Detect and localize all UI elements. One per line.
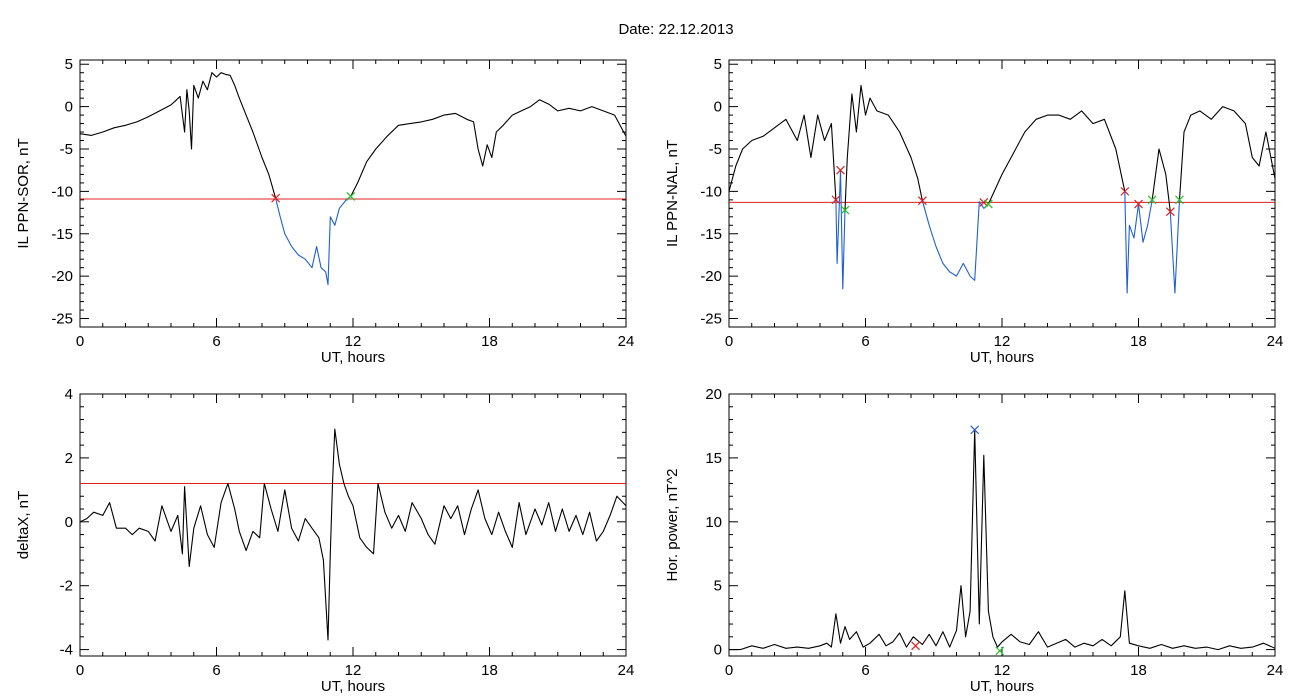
plot-frame [79, 393, 627, 657]
plot-frame [728, 59, 1276, 328]
x-tick-label: 18 [1130, 333, 1147, 350]
marker-red [979, 197, 989, 207]
y-tick-label: -15 [700, 226, 722, 243]
marker-blue [970, 425, 980, 435]
y-tick-label: 4 [65, 386, 73, 403]
y-tick-label: -10 [51, 183, 73, 200]
y-tick-label: 5 [714, 578, 722, 595]
x-axis-label: UT, hours [970, 349, 1034, 366]
x-tick-label: 24 [618, 333, 635, 350]
y-tick-label: 5 [65, 56, 73, 73]
x-tick-label: 12 [345, 662, 362, 679]
x-tick-label: 6 [861, 333, 869, 350]
x-tick-label: 0 [725, 662, 733, 679]
x-tick-label: 24 [1267, 662, 1284, 679]
y-tick-label: -20 [700, 268, 722, 285]
x-tick-label: 0 [76, 662, 84, 679]
series-line [729, 429, 1275, 651]
marker-red [1120, 186, 1130, 196]
series-line [350, 99, 626, 197]
x-tick-label: 24 [618, 662, 635, 679]
y-tick-label: 0 [714, 642, 722, 659]
marker-green [983, 199, 993, 209]
x-tick-label: 6 [861, 662, 869, 679]
x-axis-label: UT, hours [321, 349, 385, 366]
y-tick-label: 5 [714, 56, 722, 73]
y-axis-label: deltaX, nT [15, 491, 32, 559]
x-tick-label: 12 [345, 333, 362, 350]
marker-red [831, 195, 841, 205]
y-tick-label: 20 [705, 386, 722, 403]
series-line [1151, 148, 1171, 212]
y-axis-label: IL PPN-SOR, nT [15, 138, 32, 248]
series-line-below-threshold [1169, 199, 1181, 294]
series-line [1178, 106, 1275, 200]
series-line [844, 84, 923, 211]
y-tick-label: 0 [714, 99, 722, 116]
marker-green [1147, 195, 1157, 205]
series-line [80, 72, 277, 199]
y-tick-label: -5 [60, 141, 73, 158]
y-tick-label: 10 [705, 514, 722, 531]
x-tick-label: 0 [76, 333, 84, 350]
x-tick-label: 18 [1130, 662, 1147, 679]
series-line [80, 428, 626, 641]
marker-red [1134, 199, 1143, 209]
series-line [987, 110, 1126, 205]
series-line-below-threshold [275, 196, 352, 286]
x-tick-label: 12 [994, 333, 1011, 350]
x-tick-label: 18 [481, 333, 498, 350]
marker-green [346, 192, 356, 201]
marker-red [911, 641, 920, 651]
series-line-below-threshold [1124, 191, 1153, 294]
marker-green [995, 646, 1005, 656]
marker-red [917, 196, 927, 206]
plot-frame [728, 393, 1276, 657]
marker-green [840, 205, 850, 215]
x-tick-label: 0 [725, 333, 733, 350]
marker-red [836, 165, 845, 175]
panel-sor: 0 6 12 18 24 -25 -20 -15 -10 -5 0 5 UT, hours IL PPN-… [15, 56, 634, 366]
y-tick-label: -4 [60, 642, 73, 659]
y-tick-label: -5 [709, 141, 722, 158]
y-tick-label: 0 [65, 99, 73, 116]
x-axis-label: UT, hours [321, 678, 385, 695]
x-tick-label: 24 [1267, 333, 1284, 350]
series-line-below-threshold [921, 200, 989, 281]
figure-title: Date: 22.12.2013 [618, 21, 733, 38]
x-tick-label: 12 [994, 662, 1011, 679]
y-tick-label: -25 [700, 311, 722, 328]
y-tick-label: 0 [65, 514, 73, 531]
x-axis-label: UT, hours [970, 678, 1034, 695]
marker-red [1165, 207, 1175, 217]
x-tick-label: 6 [212, 333, 220, 350]
y-axis-label: IL PPN-NAL, nT [664, 140, 681, 247]
x-tick-label: 6 [212, 662, 220, 679]
y-tick-label: 2 [65, 450, 73, 467]
series-line-below-threshold [835, 169, 846, 290]
series-line [729, 114, 837, 200]
y-tick-label: -20 [51, 268, 73, 285]
marker-red [271, 193, 281, 203]
panel-power: 0 6 12 18 24 0 5 10 15 20 UT, hours Hor. power, nT^… [664, 386, 1283, 695]
marker-green [1175, 195, 1184, 205]
y-tick-label: -2 [60, 578, 73, 595]
y-tick-label: -15 [51, 226, 73, 243]
y-tick-label: -10 [700, 183, 722, 200]
y-axis-label: Hor. power, nT^2 [664, 469, 681, 582]
x-tick-label: 18 [481, 662, 498, 679]
panel-nal: 0 6 12 18 24 -25 -20 -15 -10 -5 0 5 UT, hours IL PPN-… [664, 56, 1283, 366]
y-tick-label: -25 [51, 311, 73, 328]
y-tick-label: 15 [705, 450, 722, 467]
